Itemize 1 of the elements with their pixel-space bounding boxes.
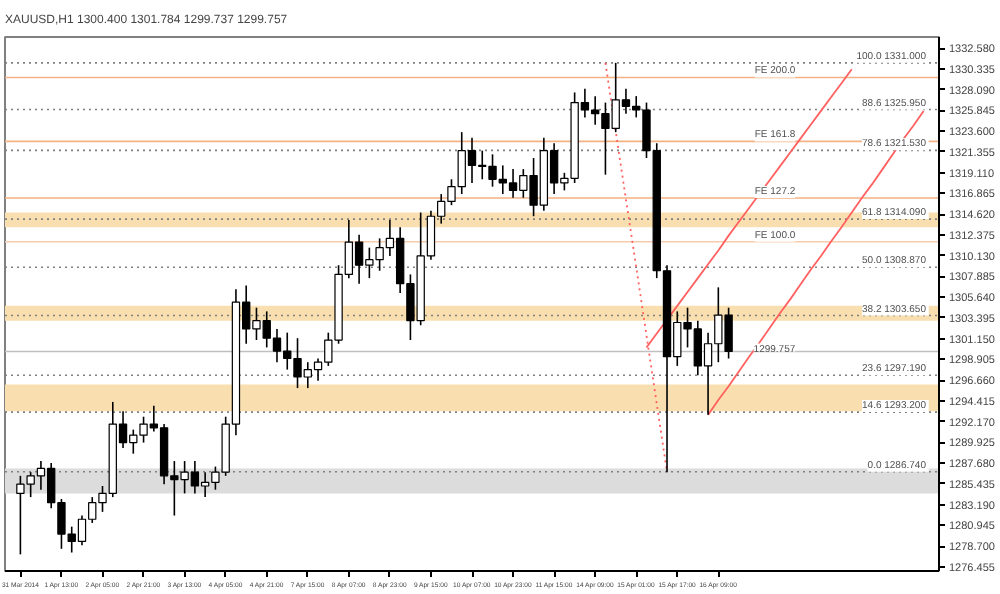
line-series <box>707 110 925 416</box>
